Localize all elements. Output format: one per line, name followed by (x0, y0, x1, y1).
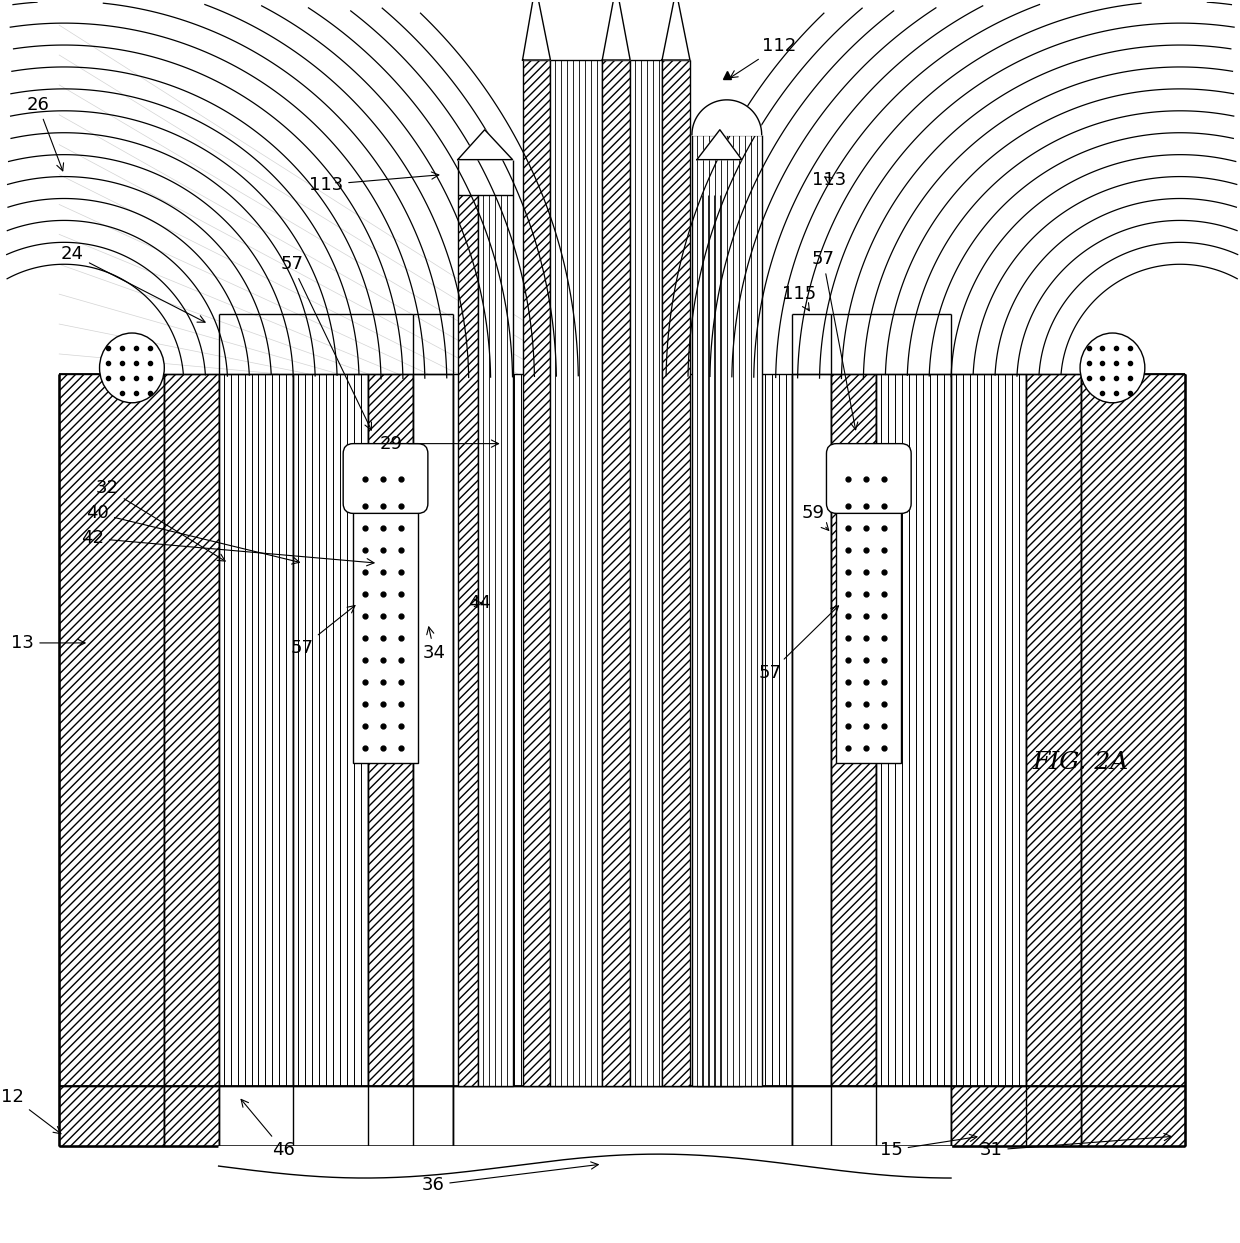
Bar (453, 374, 791, 1086)
Bar (477, 194, 512, 1086)
Bar (1080, 374, 1185, 1086)
Bar (164, 1086, 218, 1146)
Text: 12: 12 (1, 1089, 61, 1134)
Bar (832, 374, 877, 1086)
Text: 24: 24 (61, 245, 205, 322)
Bar (294, 374, 368, 1086)
Bar (662, 60, 689, 1086)
Polygon shape (522, 0, 551, 60)
Bar (368, 374, 413, 1086)
Text: 42: 42 (81, 530, 374, 566)
Bar (413, 374, 453, 1086)
Text: 113: 113 (811, 170, 846, 189)
Text: 57: 57 (290, 605, 355, 656)
Bar (603, 60, 630, 1086)
Bar (60, 1086, 164, 1146)
Bar (630, 60, 662, 1086)
Text: 36: 36 (422, 1162, 598, 1195)
Text: 112: 112 (730, 37, 796, 78)
Bar (218, 1086, 453, 1146)
Bar (551, 60, 603, 1086)
Bar (791, 1086, 951, 1146)
Bar (877, 374, 951, 1086)
Text: 26: 26 (26, 96, 63, 170)
Text: 59: 59 (801, 505, 828, 531)
Text: 115: 115 (781, 285, 816, 311)
Bar (951, 374, 1025, 1086)
Text: 13: 13 (11, 634, 86, 651)
FancyBboxPatch shape (827, 444, 911, 513)
Text: 57: 57 (759, 605, 838, 682)
Bar (1025, 374, 1080, 1086)
Text: 57: 57 (280, 255, 372, 430)
Bar (218, 374, 294, 1086)
Bar (522, 60, 551, 1086)
Polygon shape (458, 129, 512, 159)
Bar (353, 484, 418, 762)
Polygon shape (697, 129, 742, 159)
Polygon shape (603, 0, 630, 60)
Bar (951, 1086, 1080, 1146)
Text: 31: 31 (980, 1134, 1172, 1160)
Bar (458, 194, 477, 1086)
Polygon shape (662, 0, 689, 60)
Text: 46: 46 (241, 1099, 295, 1160)
Bar (453, 1086, 791, 1146)
Bar (60, 374, 164, 1086)
Text: 40: 40 (87, 505, 299, 564)
Bar (722, 194, 742, 1086)
Text: 44: 44 (467, 594, 491, 612)
Bar (697, 194, 722, 1086)
Text: 29: 29 (379, 435, 498, 452)
Text: 57: 57 (811, 250, 858, 430)
Text: 32: 32 (95, 480, 226, 561)
Text: 34: 34 (423, 626, 446, 661)
Bar (1080, 1086, 1185, 1146)
Bar (791, 374, 832, 1086)
Bar (837, 484, 901, 762)
Ellipse shape (1080, 333, 1145, 403)
Ellipse shape (99, 333, 165, 403)
Bar (692, 134, 761, 1086)
Bar (164, 374, 218, 1086)
Text: FIG. 2A: FIG. 2A (1033, 751, 1128, 774)
FancyBboxPatch shape (343, 444, 428, 513)
Text: 113: 113 (309, 172, 439, 194)
Text: 15: 15 (880, 1135, 977, 1160)
